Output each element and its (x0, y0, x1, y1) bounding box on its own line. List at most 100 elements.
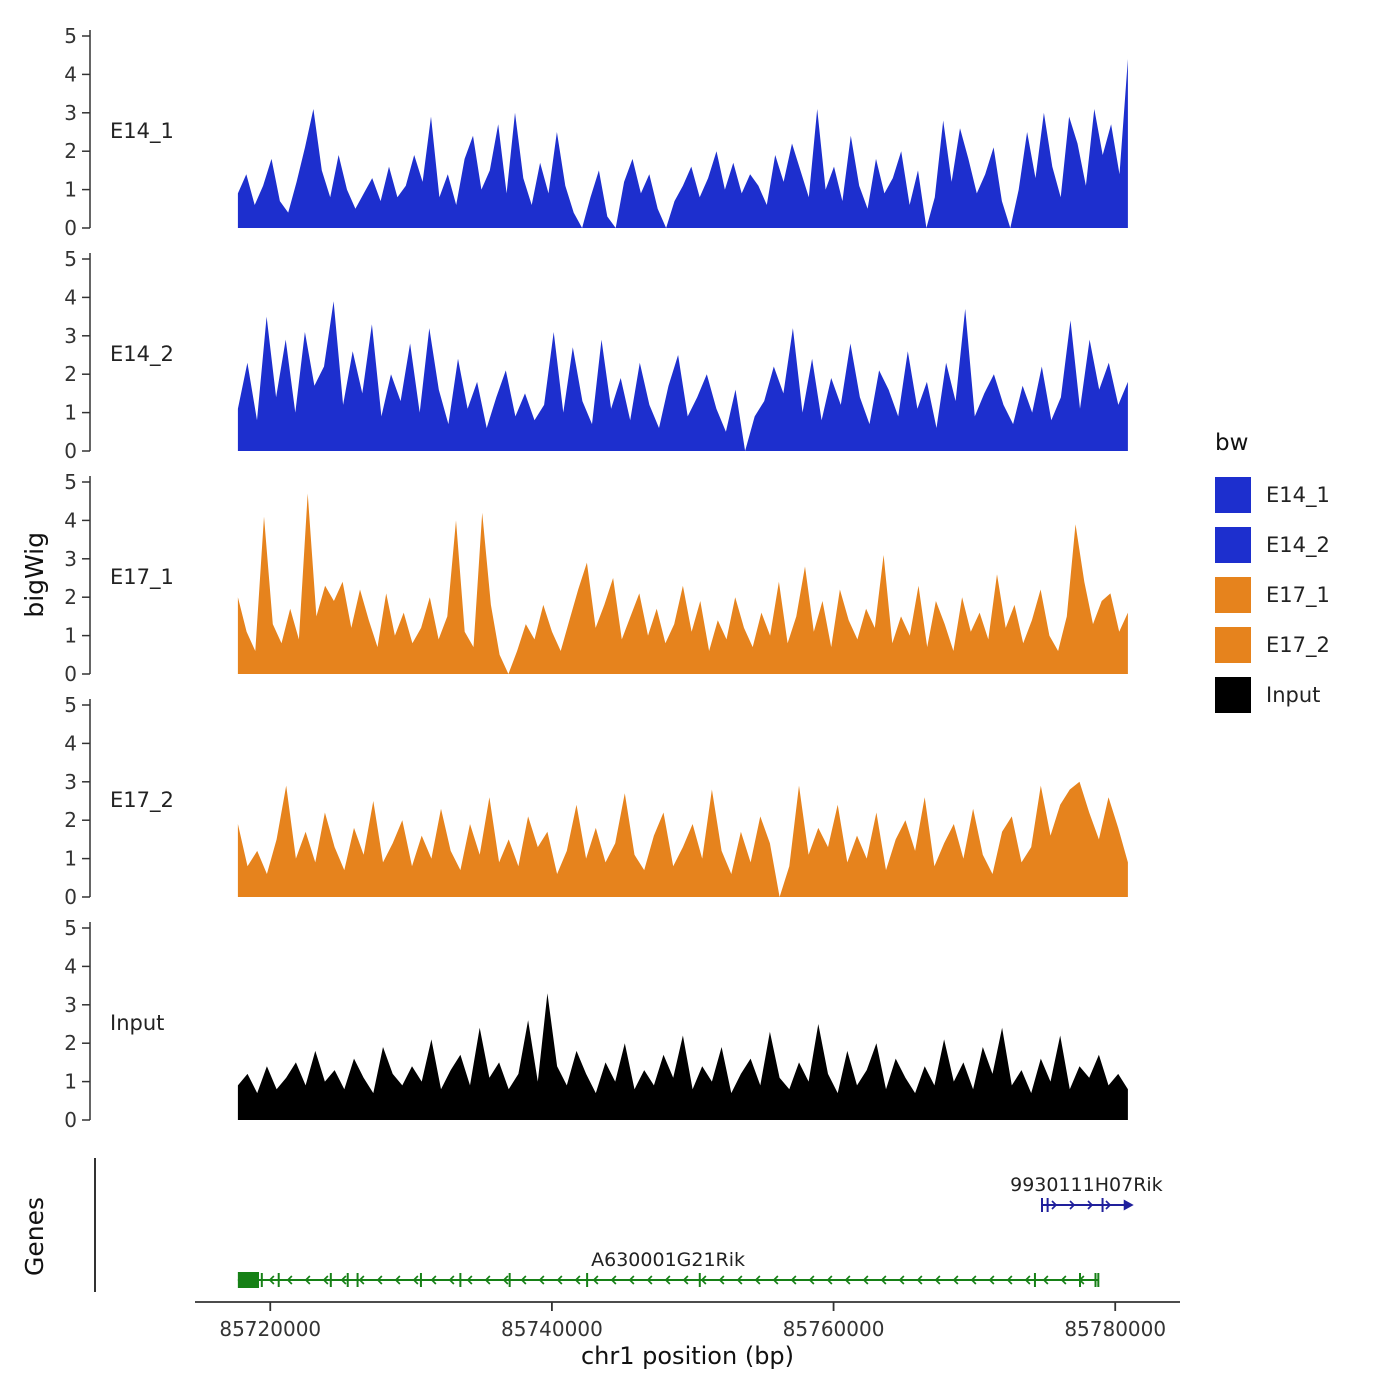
track-label-E17_2: E17_2 (110, 788, 174, 812)
strand-arrow-icon (556, 1275, 563, 1285)
y-tick-label: 5 (64, 472, 77, 494)
strand-arrow-icon (466, 1275, 473, 1285)
y-tick-label: 0 (64, 1108, 77, 1130)
strand-arrow-icon (772, 1275, 779, 1285)
strand-arrow-icon (376, 1275, 383, 1285)
coverage-panel-E17_1: E17_1 0 1 2 3 4 5 (55, 472, 1180, 684)
y-tick-label: 3 (64, 324, 77, 348)
y-tick-label: 1 (64, 401, 77, 425)
strand-arrow-icon (268, 1275, 275, 1285)
legend-label: E14_2 (1266, 533, 1330, 557)
y-tick-label: 2 (64, 808, 77, 832)
strand-arrow-icon (844, 1275, 851, 1285)
legend-entry: E17_1 (1215, 570, 1330, 620)
strand-arrow-icon (826, 1275, 833, 1285)
y-tick-label: 1 (64, 847, 77, 871)
strand-arrow-icon (916, 1275, 923, 1285)
y-tick-label: 4 (64, 285, 77, 309)
coverage-track-E17_2: 0 1 2 3 4 5 (64, 695, 1128, 907)
strand-arrow-icon (322, 1275, 329, 1285)
strand-arrow-icon (628, 1275, 635, 1285)
y-axis-title: bigWig (20, 532, 49, 618)
legend: bw E14_1 E14_2 E17_1 E17_2 Input (1215, 430, 1330, 720)
strand-arrow-icon (538, 1275, 545, 1285)
strand-arrow-icon (808, 1275, 815, 1285)
y-tick-label: 3 (64, 547, 77, 571)
strand-arrow-icon (952, 1275, 959, 1285)
y-tick-label: 2 (64, 1031, 77, 1055)
strand-arrow-icon (1006, 1275, 1013, 1285)
coverage-area (237, 781, 1128, 897)
y-tick-label: 5 (64, 918, 77, 940)
strand-arrow-icon (1042, 1275, 1049, 1285)
strand-arrow-icon (754, 1275, 761, 1285)
y-tick-label: 1 (64, 1070, 77, 1094)
legend-entry: E17_2 (1215, 620, 1330, 670)
strand-arrow-icon (790, 1275, 797, 1285)
strand-arrow-icon (394, 1275, 401, 1285)
coverage-track-Input: 0 1 2 3 4 5 (64, 918, 1128, 1130)
y-tick-label: 5 (64, 695, 77, 717)
legend-key-swatch (1215, 627, 1251, 663)
y-tick-label: 5 (64, 26, 77, 48)
legend-entry: Input (1215, 670, 1330, 720)
strand-arrow-icon (1105, 1200, 1112, 1210)
strand-arrow-icon (412, 1275, 419, 1285)
coverage-track-E14_1: 0 1 2 3 4 5 (64, 26, 1128, 238)
y-tick-label: 5 (64, 249, 77, 271)
y-tick-label: 0 (64, 662, 77, 684)
strand-arrow-icon (700, 1275, 707, 1285)
strand-arrow-icon (1051, 1200, 1058, 1210)
x-tick-label: 85740000 (501, 1317, 603, 1341)
y-tick-label: 4 (64, 731, 77, 755)
y-tick-label: 0 (64, 885, 77, 907)
strand-arrow-icon (664, 1275, 671, 1285)
y-tick-label: 3 (64, 101, 77, 125)
legend-key-swatch (1215, 577, 1251, 613)
gene-name-label: 9930111H07Rik (1010, 1174, 1163, 1196)
coverage-area (237, 493, 1128, 674)
y-tick-label: 4 (64, 62, 77, 86)
strand-arrow-icon (718, 1275, 725, 1285)
track-label-E14_1: E14_1 (110, 119, 174, 143)
strand-arrow-icon (988, 1275, 995, 1285)
y-tick-label: 4 (64, 954, 77, 978)
strand-arrow-icon (898, 1275, 905, 1285)
y-tick-label: 3 (64, 770, 77, 794)
legend-key-swatch (1215, 527, 1251, 563)
y-tick-label: 0 (64, 439, 77, 461)
strand-arrow-icon (1069, 1200, 1076, 1210)
gene-end-arrow-icon (1123, 1199, 1134, 1211)
legend-entries: E14_1 E14_2 E17_1 E17_2 Input (1215, 470, 1330, 720)
track-label-E14_2: E14_2 (110, 342, 174, 366)
legend-label: Input (1266, 683, 1321, 707)
strand-arrow-icon (880, 1275, 887, 1285)
strand-arrow-icon (286, 1275, 293, 1285)
coverage-panel-E14_2: E14_2 0 1 2 3 4 5 (55, 249, 1180, 461)
genes-axis-title: Genes (20, 1197, 49, 1277)
x-tick-label: 85720000 (219, 1317, 321, 1341)
coverage-area (237, 993, 1128, 1120)
strand-arrow-icon (574, 1275, 581, 1285)
strand-arrow-icon (1087, 1200, 1094, 1210)
gene-exon-box (237, 1272, 259, 1288)
coverage-panel-E14_1: E14_1 0 1 2 3 4 5 (55, 26, 1180, 238)
strand-arrow-icon (1024, 1275, 1031, 1285)
track-label-Input: Input (110, 1011, 165, 1035)
x-tick-label: 85780000 (1064, 1317, 1166, 1341)
genes-track: 9930111H07Rik A630001G21Rik (94, 1158, 1163, 1292)
strand-arrow-icon (520, 1275, 527, 1285)
strand-arrow-icon (610, 1275, 617, 1285)
legend-label: E17_2 (1266, 633, 1330, 657)
legend-key-swatch (1215, 477, 1251, 513)
legend-label: E14_1 (1266, 483, 1330, 507)
strand-arrow-icon (970, 1275, 977, 1285)
y-tick-label: 0 (64, 216, 77, 238)
strand-arrow-icon (502, 1275, 509, 1285)
y-tick-label: 1 (64, 624, 77, 648)
strand-arrow-icon (736, 1275, 743, 1285)
strand-arrow-icon (484, 1275, 491, 1285)
y-tick-label: 2 (64, 139, 77, 163)
coverage-panel-Input: Input 0 1 2 3 4 5 (55, 918, 1180, 1130)
